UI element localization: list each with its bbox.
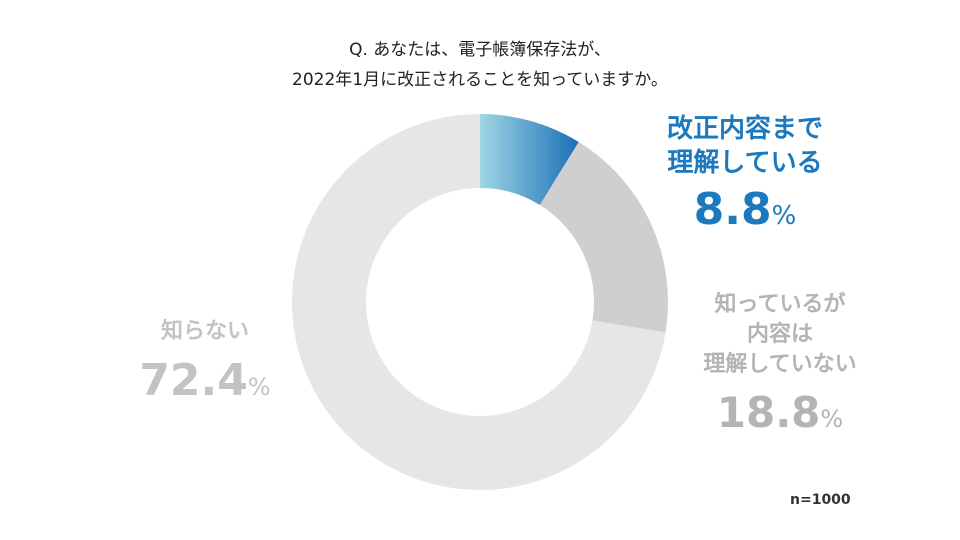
slice-value-partial: 18.8 <box>716 388 821 437</box>
sample-size: n=1000 <box>790 492 851 508</box>
donut-slice-partial <box>539 142 668 333</box>
donut-slice-unknown <box>291 114 666 490</box>
slice-name-understand-line-1: 改正内容まで <box>666 114 823 144</box>
chart-title-line-2: 2022年1月に改正されることを知っていますか。 <box>292 70 668 90</box>
slice-name-understand-line-2: 理解している <box>667 148 823 178</box>
chart-title-line-1: Q. あなたは、電子帳簿保存法が、 <box>349 40 611 60</box>
slice-unit-partial: % <box>820 405 844 433</box>
slice-label-partial: 知っているが 内容は 理解していない 18.8% <box>650 290 910 446</box>
slice-value-understand: 8.8 <box>693 184 772 235</box>
slice-value-unknown: 72.4 <box>139 355 248 406</box>
slice-name-partial-line-1: 知っているが <box>714 292 846 317</box>
slice-unit-unknown: % <box>247 373 271 401</box>
slice-label-understand: 改正内容まで 理解している 8.8% <box>620 112 870 240</box>
slice-name-partial-line-2: 内容は <box>746 322 813 347</box>
slice-label-unknown: 知らない 72.4% <box>100 316 310 414</box>
slice-name-unknown: 知らない <box>160 319 249 344</box>
slice-unit-understand: % <box>771 201 797 231</box>
donut-slice-understand <box>480 114 579 205</box>
slice-name-partial-line-3: 理解していない <box>703 352 857 377</box>
